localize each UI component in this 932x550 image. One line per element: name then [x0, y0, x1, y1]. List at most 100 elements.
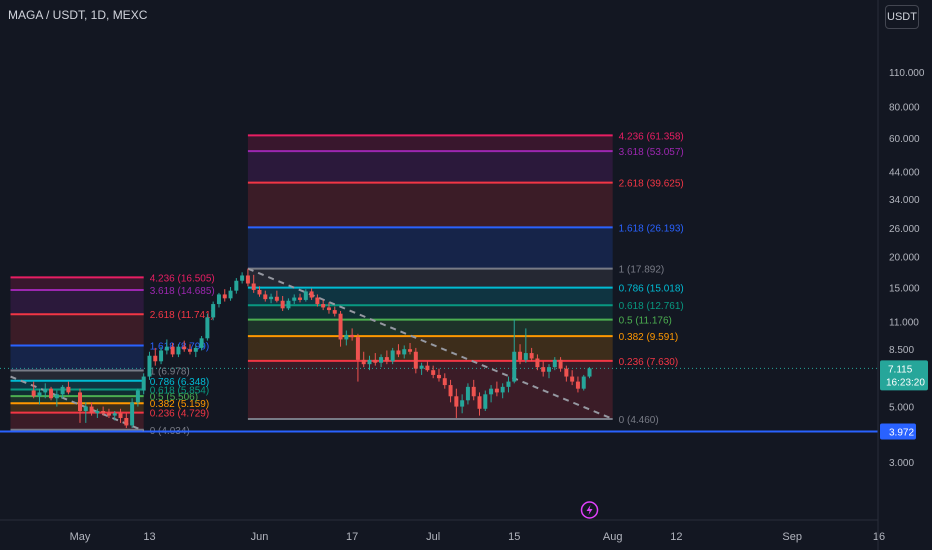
candle[interactable] — [471, 379, 476, 401]
candle[interactable] — [523, 328, 528, 363]
candle[interactable] — [263, 290, 268, 302]
candle[interactable] — [425, 361, 430, 372]
candle[interactable] — [535, 354, 540, 371]
candle[interactable] — [164, 339, 169, 355]
candle[interactable] — [245, 268, 250, 287]
candle[interactable] — [216, 292, 221, 308]
candles[interactable] — [31, 268, 592, 429]
candle[interactable] — [396, 344, 401, 358]
candle[interactable] — [274, 290, 279, 303]
candle[interactable] — [234, 278, 239, 294]
candle[interactable] — [106, 408, 111, 418]
candle[interactable] — [222, 289, 227, 302]
candle[interactable] — [529, 347, 534, 362]
candle[interactable] — [66, 381, 71, 395]
candle[interactable] — [199, 336, 204, 351]
candle[interactable] — [240, 272, 245, 284]
candle[interactable] — [60, 385, 65, 399]
candle[interactable] — [575, 376, 580, 393]
candle[interactable] — [506, 376, 511, 393]
flash-icon[interactable] — [580, 501, 599, 519]
candle[interactable] — [552, 357, 557, 371]
candle[interactable] — [83, 402, 88, 423]
candle[interactable] — [147, 351, 152, 380]
time-axis[interactable]: May 13 Jun 17 Jul 15 Aug 12 Sep 16 — [70, 531, 886, 543]
candle[interactable] — [49, 386, 54, 401]
candle[interactable] — [581, 374, 586, 391]
candle[interactable] — [228, 287, 233, 301]
candle[interactable] — [95, 408, 100, 418]
candle[interactable] — [379, 354, 384, 368]
candle[interactable] — [170, 342, 175, 358]
candle[interactable] — [193, 345, 198, 358]
candle[interactable] — [454, 388, 459, 418]
candle[interactable] — [321, 299, 326, 311]
candle[interactable] — [373, 353, 378, 366]
candle[interactable] — [494, 381, 499, 397]
candle[interactable] — [367, 355, 372, 371]
candle[interactable] — [587, 367, 592, 379]
candle[interactable] — [564, 365, 569, 382]
candle[interactable] — [31, 381, 36, 399]
candle[interactable] — [384, 350, 389, 365]
candle[interactable] — [541, 361, 546, 377]
trend-line[interactable] — [10, 375, 145, 432]
candle[interactable] — [442, 373, 447, 389]
candle[interactable] — [141, 373, 146, 395]
candle[interactable] — [512, 319, 517, 384]
candle[interactable] — [570, 370, 575, 386]
candle[interactable] — [124, 413, 129, 429]
candle[interactable] — [309, 288, 314, 300]
candle[interactable] — [89, 402, 94, 416]
candle[interactable] — [159, 346, 164, 365]
symbol-title[interactable]: MAGA / USDT, 1D, MEXC — [8, 8, 148, 22]
candle[interactable] — [292, 294, 297, 305]
candle[interactable] — [436, 368, 441, 382]
candle[interactable] — [188, 344, 193, 355]
candle[interactable] — [153, 347, 158, 366]
candle[interactable] — [350, 328, 355, 341]
candle[interactable] — [303, 289, 308, 302]
candle[interactable] — [518, 344, 523, 365]
plot-area[interactable]: 0 (4.034)0.236 (4.729)0.382 (5.159)0.5 (… — [0, 131, 878, 437]
candle[interactable] — [419, 362, 424, 375]
candle[interactable] — [460, 394, 465, 414]
candle[interactable] — [43, 383, 48, 399]
candle[interactable] — [355, 333, 360, 382]
candle[interactable] — [205, 313, 210, 341]
candle[interactable] — [489, 385, 494, 403]
currency-button[interactable]: USDT — [885, 5, 919, 29]
candle[interactable] — [78, 388, 82, 423]
candle[interactable] — [344, 330, 349, 346]
candle[interactable] — [135, 388, 140, 407]
candle[interactable] — [251, 274, 256, 293]
candle[interactable] — [326, 302, 331, 314]
candle[interactable] — [338, 310, 343, 347]
candle[interactable] — [118, 408, 123, 423]
candle[interactable] — [500, 383, 505, 399]
candle[interactable] — [54, 390, 59, 407]
candle[interactable] — [390, 347, 395, 365]
candle[interactable] — [402, 345, 407, 359]
candle[interactable] — [37, 388, 42, 405]
candle[interactable] — [269, 293, 274, 304]
candle[interactable] — [361, 351, 366, 368]
candle[interactable] — [101, 406, 106, 416]
candle[interactable] — [477, 392, 482, 416]
candle[interactable] — [408, 342, 413, 355]
candle[interactable] — [465, 383, 470, 405]
candle[interactable] — [211, 301, 216, 321]
candle[interactable] — [315, 294, 320, 307]
candle[interactable] — [112, 411, 117, 421]
candle[interactable] — [298, 293, 303, 303]
candle[interactable] — [130, 398, 135, 429]
fib-left[interactable]: 0 (4.034)0.236 (4.729)0.382 (5.159)0.5 (… — [10, 273, 215, 437]
candle[interactable] — [332, 306, 337, 317]
candle[interactable] — [413, 347, 418, 374]
candle[interactable] — [483, 390, 488, 412]
candle[interactable] — [280, 295, 285, 311]
price-axis[interactable]: 110.000 80.000 60.000 44.000 34.000 26.000 20.… — [877, 0, 928, 550]
candle[interactable] — [431, 365, 436, 379]
candle[interactable] — [176, 344, 181, 358]
